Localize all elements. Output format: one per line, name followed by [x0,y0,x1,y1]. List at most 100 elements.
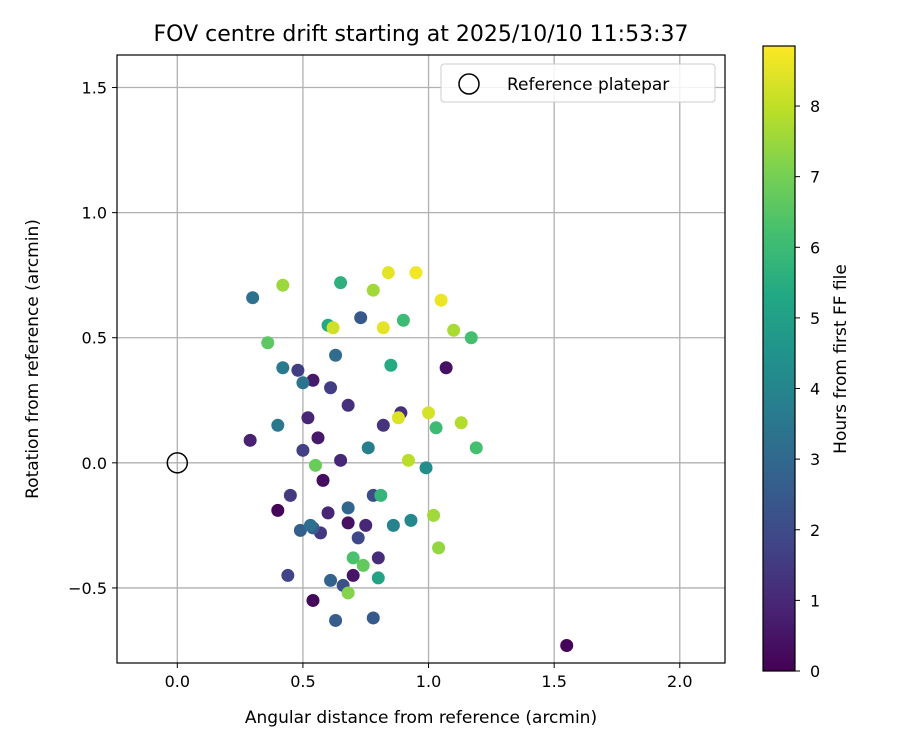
data-point [419,461,433,475]
data-point [371,571,385,585]
data-point [291,363,305,377]
data-point [329,348,343,362]
y-axis-ticks: −0.5 0.0 0.5 1.0 1.5 [68,79,117,598]
data-point [359,518,373,532]
data-point [439,361,453,375]
data-point [422,406,436,420]
data-point [447,323,461,337]
data-point [296,376,310,390]
x-tick-label: 1.5 [541,672,566,691]
x-axis-ticks: 0.0 0.5 1.0 1.5 2.0 [165,663,693,691]
data-point [376,418,390,432]
y-axis-label: Rotation from reference (arcmin) [23,219,43,499]
colorbar-tick-label: 3 [810,450,820,469]
legend-box [440,63,716,103]
x-axis-label: Angular distance from reference (arcmin) [245,708,597,728]
colorbar-tick-label: 7 [810,168,820,187]
legend: Reference platepar [440,63,716,103]
data-point [303,518,317,532]
data-point [296,443,310,457]
data-point [351,531,365,545]
colorbar-tick-label: 4 [810,380,820,399]
data-point [324,573,338,587]
y-tick-label: 0.0 [82,454,107,473]
data-point [308,458,322,472]
data-point [341,398,355,412]
colorbar-tick-label: 6 [810,238,820,257]
data-point [311,431,325,445]
data-point [454,416,468,430]
colorbar-tick-label: 0 [810,662,820,681]
data-point [429,421,443,435]
colorbar-tick-label: 5 [810,309,820,328]
x-tick-label: 0.5 [290,672,315,691]
data-point [341,501,355,515]
data-point [396,313,410,327]
data-point [469,441,483,455]
data-point [321,506,335,520]
data-point [261,336,275,350]
data-points [243,266,574,652]
colorbar-ticks: 0 1 2 3 4 5 6 7 8 [795,97,820,681]
data-point [341,586,355,600]
data-point [464,331,478,345]
data-point [427,508,441,522]
data-point [409,266,423,280]
data-point [391,411,405,425]
y-tick-label: 1.5 [82,79,107,98]
data-point [341,516,355,530]
data-point [324,381,338,395]
data-point [334,276,348,290]
data-point [293,523,307,537]
chart-title: FOV centre drift starting at 2025/10/10 … [154,22,689,47]
legend-label: Reference platepar [507,75,669,95]
data-point [401,453,415,467]
data-point [246,291,260,305]
data-point [361,441,375,455]
data-point [434,293,448,307]
plot-area [116,54,726,664]
data-point [243,433,257,447]
data-point [354,311,368,325]
data-point [404,513,418,527]
data-point [381,266,395,280]
data-point [346,568,360,582]
data-point [326,321,340,335]
data-point [301,411,315,425]
data-point [366,283,380,297]
data-point [366,611,380,625]
x-tick-label: 2.0 [667,672,692,691]
data-point [432,541,446,555]
colorbar: 0 1 2 3 4 5 6 7 8 Hours from first FF file [762,45,851,681]
colorbar-tick-label: 8 [810,97,820,116]
data-point [271,503,285,517]
data-point [316,473,330,487]
data-point [281,568,295,582]
reference-platepar-marker [166,452,189,474]
legend-marker-icon [458,73,480,95]
data-point [376,321,390,335]
data-point [386,518,400,532]
x-tick-label: 0.0 [165,672,190,691]
colorbar-gradient [762,45,796,672]
data-point [334,453,348,467]
y-tick-label: 0.5 [82,329,107,348]
data-point [371,551,385,565]
data-point [356,558,370,572]
colorbar-label: Hours from first FF file [831,264,851,454]
y-tick-label: −0.5 [68,579,107,598]
data-point [346,551,360,565]
x-tick-label: 1.0 [416,672,441,691]
data-point [283,488,297,502]
data-point [560,638,574,652]
colorbar-tick-label: 2 [810,521,820,540]
colorbar-tick-label: 1 [810,591,820,610]
data-point [276,278,290,292]
data-point [306,373,320,387]
y-tick-label: 1.0 [82,204,107,223]
data-point [306,593,320,607]
grid-lines [117,55,725,663]
data-point [276,361,290,375]
data-point [271,418,285,432]
